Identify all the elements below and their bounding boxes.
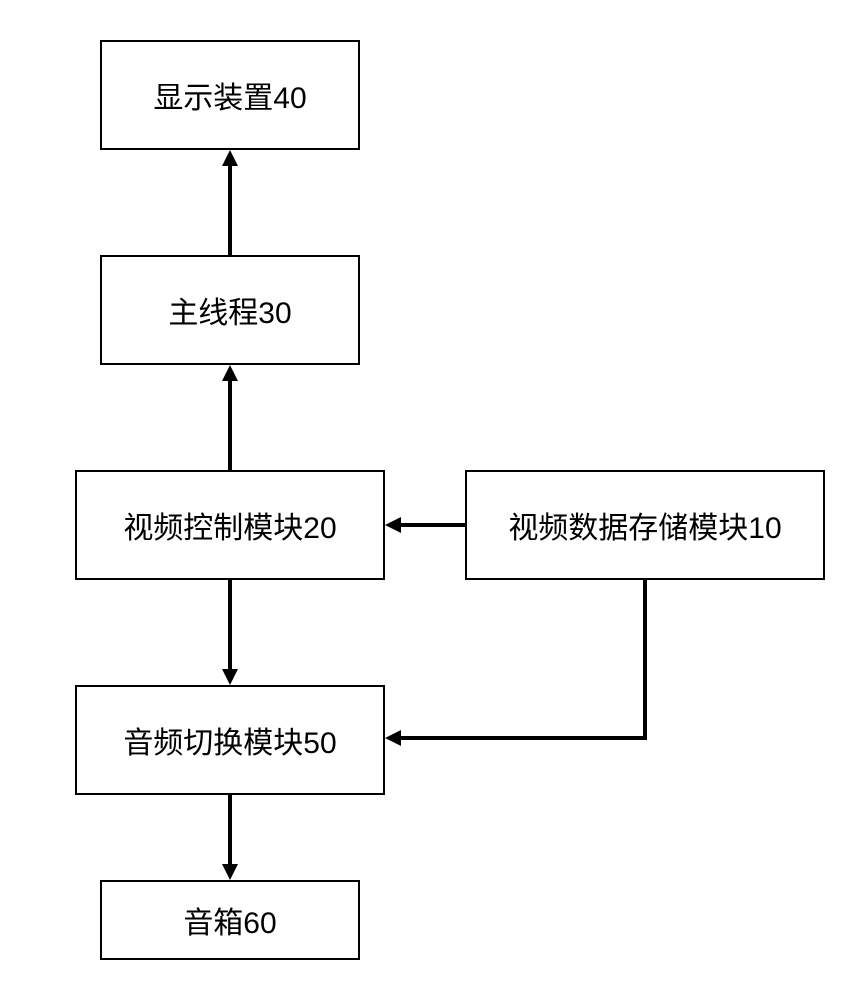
node-video-storage-label: 视频数据存储模块10 — [508, 503, 781, 547]
edge-videocontrol-to-audioswitch — [228, 580, 232, 669]
node-speaker-label: 音箱60 — [183, 898, 276, 942]
arrow-head-left-icon — [385, 730, 401, 746]
arrow-head-up-icon — [222, 150, 238, 166]
edge-audioswitch-to-speaker — [228, 795, 232, 864]
node-main-thread: 主线程30 — [100, 255, 360, 365]
node-audio-switch-label: 音频切换模块50 — [123, 718, 336, 762]
node-main-thread-label: 主线程30 — [168, 288, 291, 332]
arrow-head-up-icon — [222, 365, 238, 381]
node-video-control: 视频控制模块20 — [75, 470, 385, 580]
edge-videocontrol-to-mainthread — [228, 381, 232, 470]
node-display: 显示装置40 — [100, 40, 360, 150]
node-video-storage: 视频数据存储模块10 — [465, 470, 825, 580]
edge-mainthread-to-display — [228, 166, 232, 255]
arrow-head-left-icon — [385, 517, 401, 533]
edge-videostorage-to-audioswitch-h — [401, 736, 647, 740]
arrow-head-down-icon — [222, 669, 238, 685]
node-audio-switch: 音频切换模块50 — [75, 685, 385, 795]
arrow-head-down-icon — [222, 864, 238, 880]
edge-videostorage-to-audioswitch-v — [643, 580, 647, 740]
edge-videostorage-to-videocontrol — [401, 523, 465, 527]
node-speaker: 音箱60 — [100, 880, 360, 960]
node-display-label: 显示装置40 — [153, 73, 306, 117]
node-video-control-label: 视频控制模块20 — [123, 503, 336, 547]
